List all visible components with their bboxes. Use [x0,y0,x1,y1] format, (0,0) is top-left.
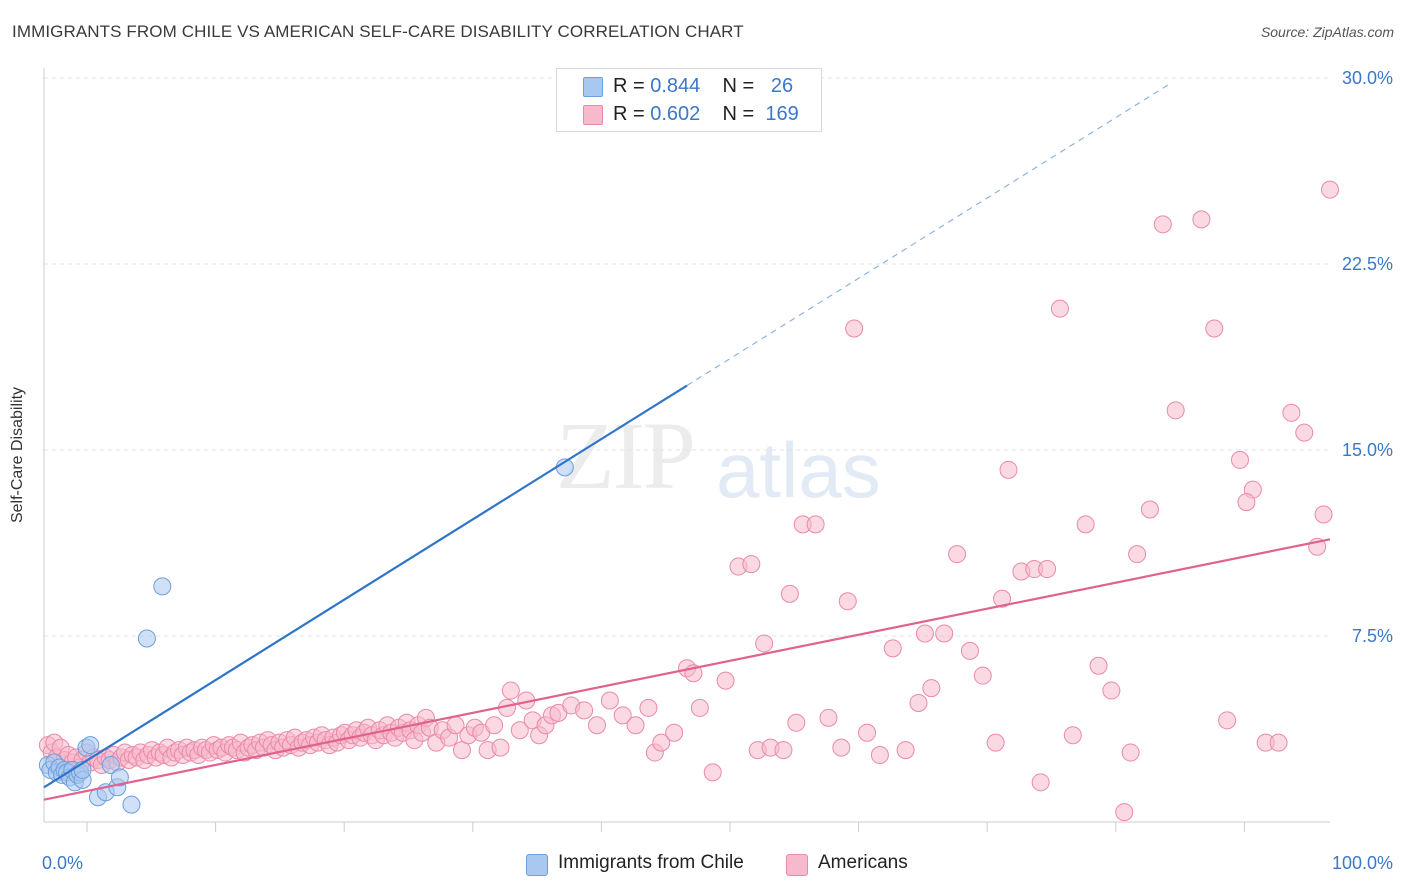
americans-point [1153,215,1172,234]
americans-point [1192,210,1211,229]
chile-point [137,629,156,648]
legend-r-value: 0.844 [650,75,701,97]
americans-point [1166,401,1185,420]
americans-point [613,706,632,725]
americans-point [915,624,934,643]
americans-point [652,733,671,752]
americans-point [999,460,1018,479]
americans-point [755,634,774,653]
chile-point [81,736,100,755]
americans-point [452,741,471,760]
americans-point [1121,743,1140,762]
americans-point [639,698,658,717]
legend-r-label: R = [613,103,645,125]
americans-point [838,592,857,611]
chile-point [153,577,172,596]
americans-trend-line [43,538,1331,801]
legend-r-label: R = [613,75,645,97]
americans-point [787,713,806,732]
americans-point [819,708,838,727]
legend-swatch-americans [583,105,603,125]
americans-point [501,681,520,700]
bottom-legend-swatch-chile [526,854,548,876]
americans-point [485,716,504,735]
americans-point [806,515,825,534]
americans-point [703,763,722,782]
americans-point [1321,180,1339,199]
americans-point [1102,681,1121,700]
watermark-zip: ZIP [556,402,696,509]
americans-point [1205,319,1224,338]
americans-point [1076,515,1095,534]
americans-point [780,584,799,603]
bottom-legend-label-americans: Americans [818,852,908,873]
y-tick-label: 15.0% [1342,440,1393,460]
legend-n-label: N = [722,103,755,125]
americans-point [922,679,941,698]
americans-point [1269,733,1288,752]
americans-point [690,698,709,717]
americans-point [665,723,684,742]
americans-point [1230,450,1249,469]
legend-n-value: 26 [770,75,794,97]
chile-point [110,768,129,787]
chile-trend-line [43,384,688,789]
americans-point [960,641,979,660]
legend-swatch-chile [583,77,603,97]
americans-point [716,671,735,690]
bottom-legend-swatch-americans [786,854,808,876]
americans-point [1031,773,1050,792]
americans-point [832,738,851,757]
americans-point [742,555,761,574]
correlation-legend: R = 0.844 N = 26 R = 0.602 N = 169 [556,68,822,132]
americans-point [587,716,606,735]
legend-n-label: N = [722,75,755,97]
legend-n-value: 169 [765,103,799,125]
source-label: Source: ZipAtlas.com [1260,24,1394,40]
americans-point [1050,299,1069,318]
americans-point [1038,560,1057,579]
chart-title: IMMIGRANTS FROM CHILE VS AMERICAN SELF-C… [12,22,744,41]
americans-point [993,589,1012,608]
chile-trend-extension [686,83,1170,387]
bottom-legend-label-chile: Immigrants from Chile [558,852,744,873]
americans-point [1128,545,1147,564]
americans-point [491,738,510,757]
americans-point [1295,423,1314,442]
y-tick-label: 30.0% [1342,68,1393,88]
americans-point [845,319,864,338]
chile-point [101,755,120,774]
americans-point [883,639,902,658]
americans-point [909,693,928,712]
americans-point [1218,711,1237,730]
americans-point [1140,500,1159,519]
americans-point [774,741,793,760]
legend-r-value: 0.602 [650,103,701,125]
americans-point [986,733,1005,752]
americans-point [1089,656,1108,675]
americans-point [575,701,594,720]
y-tick-label: 7.5% [1352,626,1393,646]
americans-point [1237,493,1256,512]
americans-point [896,741,915,760]
americans-point [870,746,889,765]
americans-point [1314,505,1333,524]
americans-point [510,721,529,740]
watermark-atlas: atlas [716,426,881,514]
americans-point [858,723,877,742]
chile-point [122,795,141,814]
americans-point [600,691,619,710]
americans-point [948,545,967,564]
americans-point [1282,403,1301,422]
americans-point [935,624,954,643]
y-tick-label: 22.5% [1342,254,1393,274]
x-tick-label: 100.0% [1332,853,1393,873]
americans-point [973,666,992,685]
americans-point [626,716,645,735]
americans-point [1063,726,1082,745]
americans-point [1115,803,1134,822]
x-tick-label: 0.0% [42,853,83,873]
